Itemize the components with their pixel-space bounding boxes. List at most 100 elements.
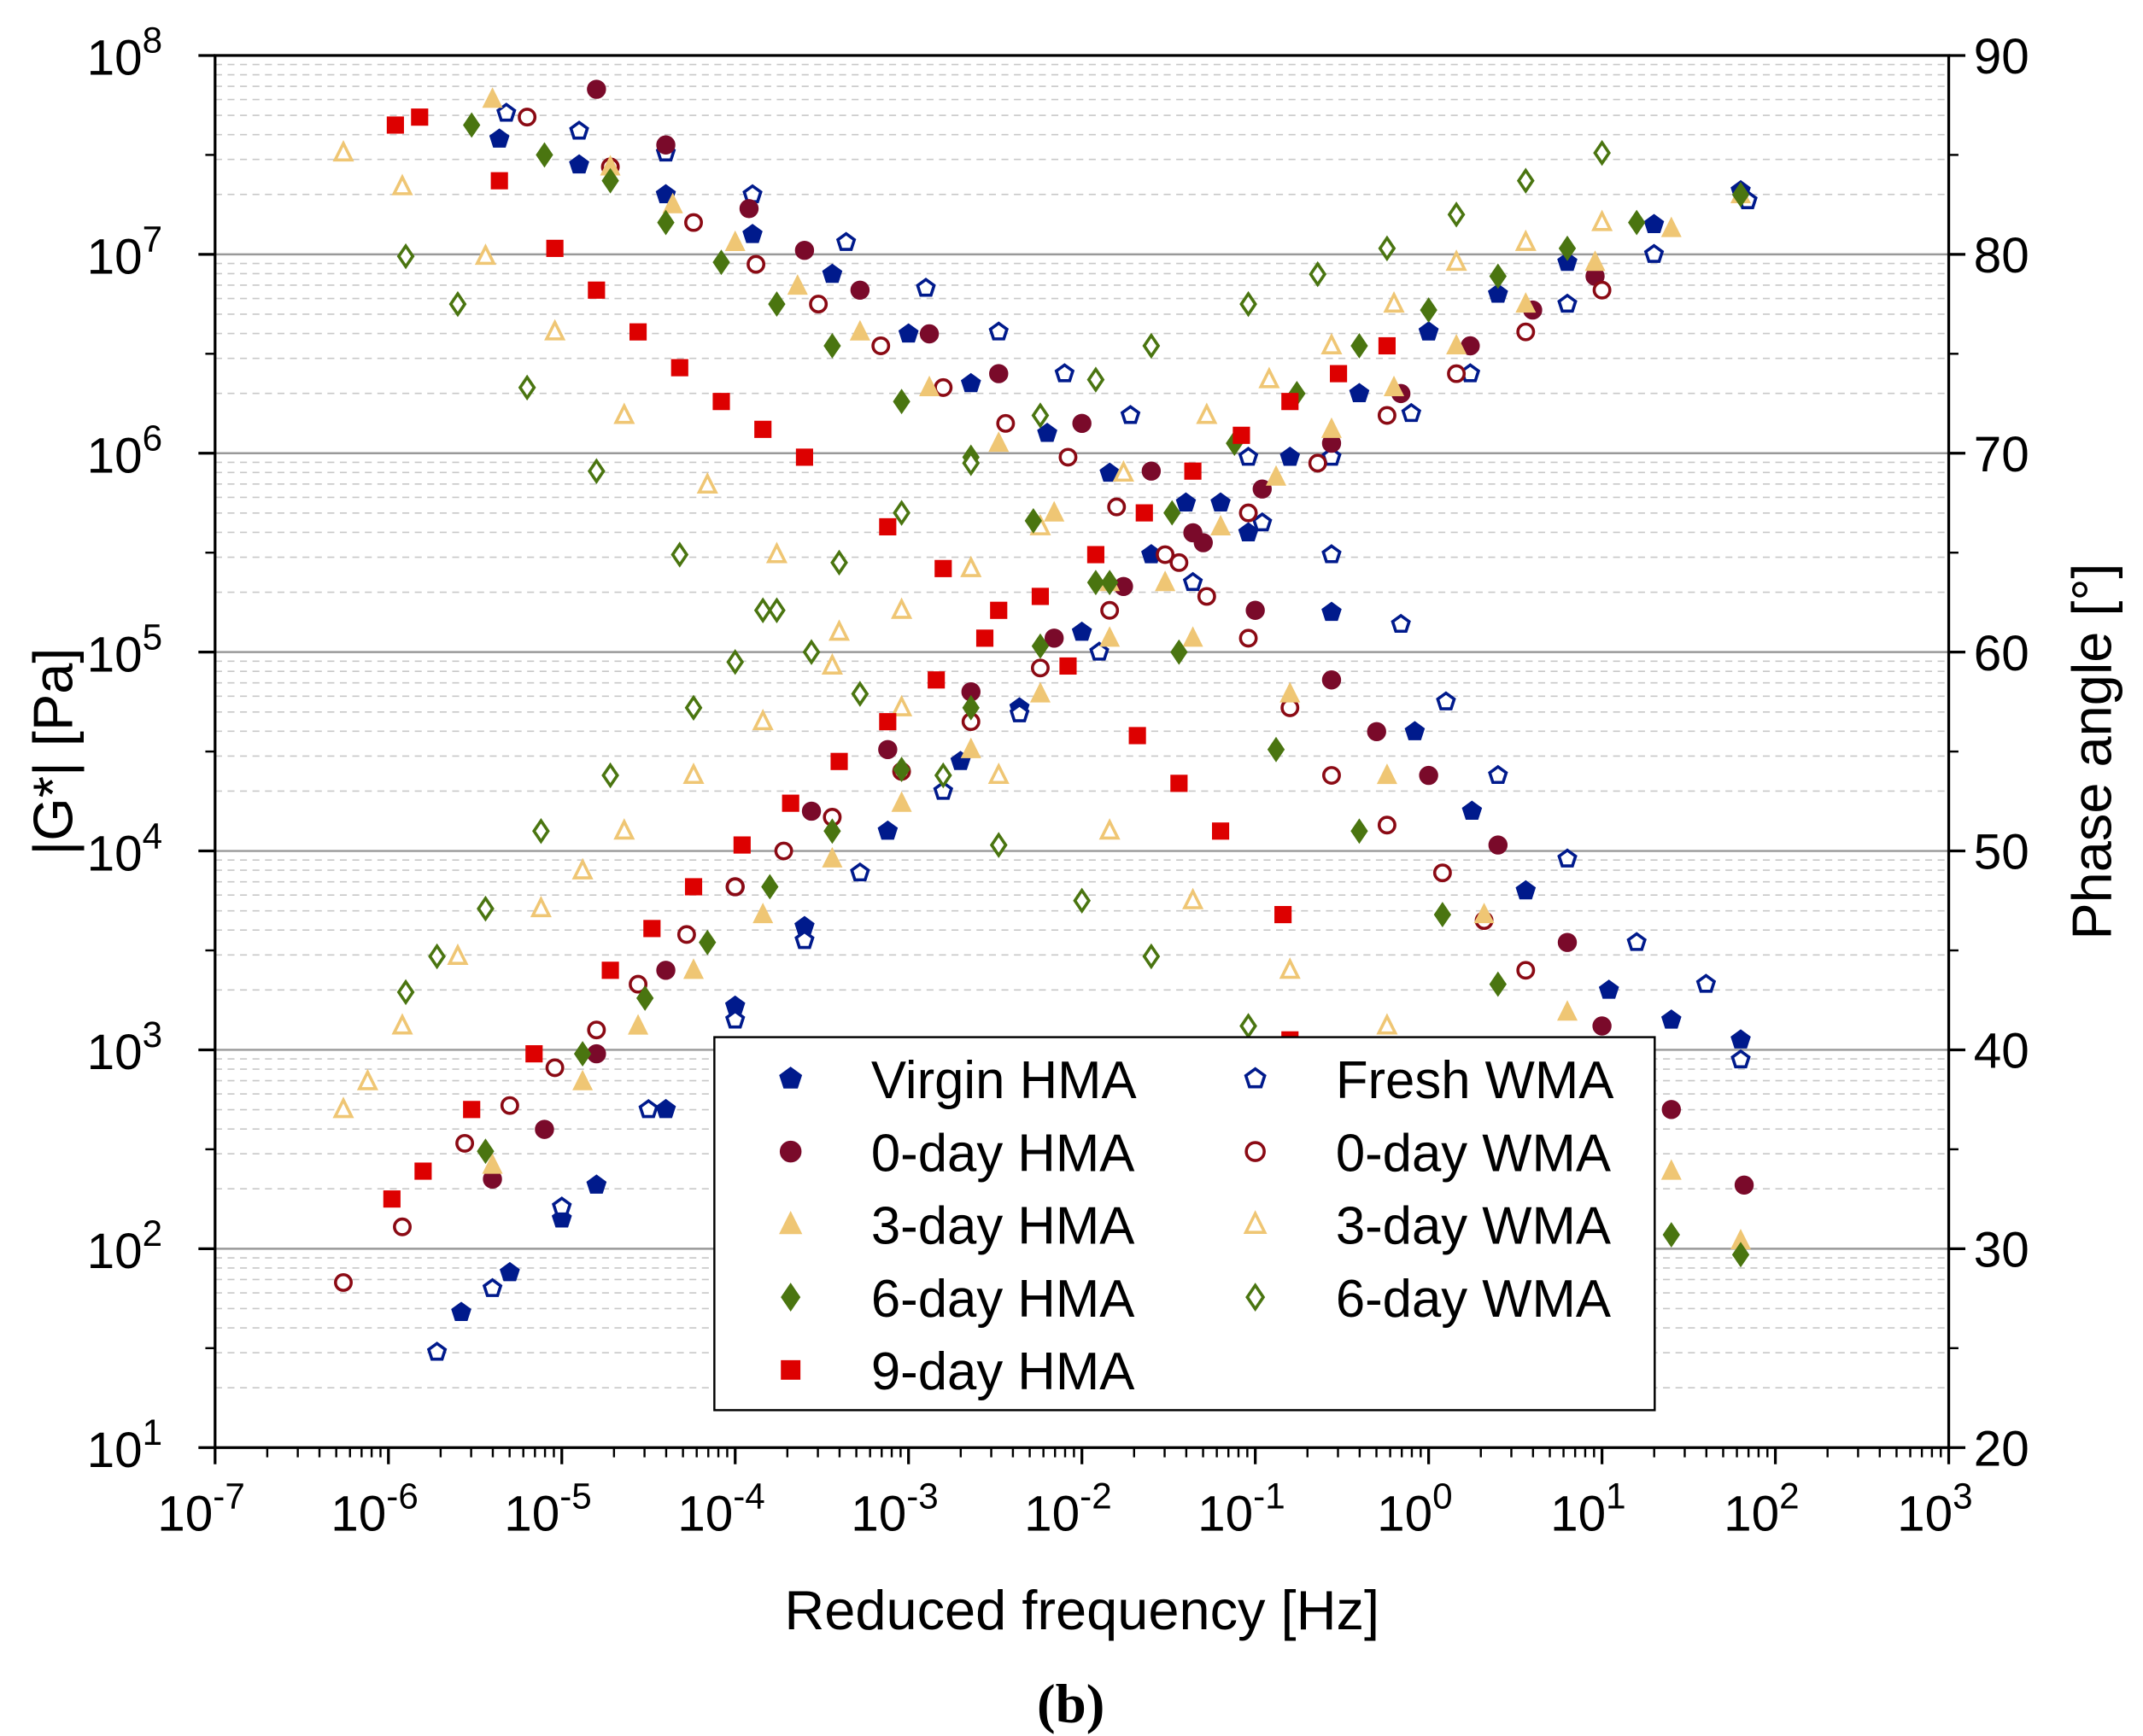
phase-point-3-day-wma	[987, 762, 1010, 785]
x-tick-label: 10-7	[157, 1476, 245, 1542]
modulus-point-fresh-wma	[482, 1277, 503, 1297]
axis-ticks	[198, 54, 1966, 1464]
phase-point-0-day-hma	[656, 135, 676, 155]
phase-point-0-day-hma	[1245, 600, 1265, 620]
phase-point-virgin-hma	[1598, 979, 1619, 999]
modulus-point-0-day-hma	[878, 739, 898, 759]
modulus-point-3-day-wma	[613, 818, 635, 840]
modulus-point-fresh-wma	[1401, 402, 1422, 423]
phase-point-3-day-hma	[1182, 626, 1203, 647]
modulus-point-3-day-wma	[891, 597, 913, 619]
phase-point-fresh-wma	[1054, 363, 1075, 383]
series-9-day-hma	[383, 108, 1396, 1208]
phase-point-0-day-wma	[934, 377, 953, 397]
x-tick-label: 101	[1550, 1476, 1625, 1542]
modulus-point-3-day-hma	[891, 791, 912, 812]
x-tick-label: 10-1	[1197, 1476, 1285, 1542]
modulus-point-virgin-hma	[1071, 621, 1092, 641]
phase-point-0-day-hma	[587, 79, 606, 99]
modulus-point-3-day-wma	[1196, 402, 1218, 424]
modulus-point-9-day-hma	[414, 1162, 432, 1180]
phase-point-0-day-hma	[919, 324, 940, 344]
legend-marker-6-day-wma	[1245, 1283, 1266, 1312]
y2-tick-labels: 20 30 40 50 60 70 80 90	[1974, 29, 2029, 1476]
phase-point-3-day-wma	[391, 173, 413, 196]
modulus-point-6-day-wma	[396, 979, 415, 1006]
legend-marker-3-day-hma	[779, 1210, 803, 1235]
phase-point-3-day-hma	[1044, 500, 1065, 522]
modulus-point-0-day-wma	[1516, 322, 1536, 342]
phase-point-virgin-hma	[960, 372, 981, 393]
phase-point-fresh-wma	[569, 120, 589, 140]
phase-point-0-day-hma	[1141, 461, 1162, 481]
modulus-point-9-day-hma	[928, 671, 946, 689]
modulus-point-3-day-hma	[960, 737, 981, 758]
phase-point-virgin-hma	[489, 128, 510, 148]
modulus-point-9-day-hma	[733, 836, 751, 854]
y2-tick-label: 40	[1974, 1024, 2029, 1079]
modulus-point-3-day-hma	[1320, 417, 1342, 438]
modulus-point-0-day-wma	[676, 925, 696, 944]
legend-label: 6-day HMA	[871, 1270, 1135, 1329]
modulus-point-virgin-hma	[451, 1301, 471, 1321]
modulus-point-9-day-hma	[1330, 365, 1348, 383]
phase-point-9-day-hma	[386, 116, 404, 134]
phase-point-0-day-hma	[850, 280, 870, 300]
phase-point-9-day-hma	[490, 172, 508, 190]
modulus-point-3-day-hma	[682, 958, 705, 979]
modulus-point-9-day-hma	[463, 1101, 481, 1119]
x-tick-label: 10-4	[677, 1476, 765, 1542]
phase-point-6-day-hma	[657, 209, 675, 236]
modulus-point-fresh-wma	[1643, 243, 1665, 263]
legend-label: 0-day HMA	[871, 1124, 1135, 1183]
modulus-point-6-day-hma	[1350, 333, 1368, 359]
y2-tick-label: 80	[1974, 228, 2029, 283]
modulus-point-6-day-wma	[601, 762, 619, 789]
modulus-point-6-day-hma	[962, 694, 980, 721]
modulus-point-virgin-hma	[1643, 213, 1665, 233]
phase-point-0-day-hma	[794, 240, 815, 260]
modulus-point-6-day-wma	[532, 818, 550, 845]
modulus-point-3-day-hma	[1029, 681, 1051, 703]
legend-marker-9-day-hma	[781, 1359, 801, 1380]
phase-point-3-day-hma	[849, 319, 870, 341]
modulus-point-virgin-hma	[1210, 492, 1231, 512]
modulus-point-0-day-wma	[1238, 503, 1258, 523]
modulus-point-9-day-hma	[643, 920, 661, 938]
legend-label: Fresh WMA	[1336, 1051, 1614, 1110]
phase-point-3-day-hma	[1660, 1159, 1682, 1180]
phase-point-0-day-hma	[989, 364, 1009, 383]
modulus-point-fresh-wma	[1182, 571, 1203, 592]
modulus-point-0-day-hma	[1044, 628, 1064, 648]
figure-caption: (b)	[1037, 1674, 1104, 1735]
modulus-point-6-day-hma	[1163, 500, 1181, 526]
modulus-point-0-day-wma	[334, 1272, 353, 1292]
y-tick-label: 104	[87, 815, 162, 881]
modulus-point-fresh-wma	[1557, 293, 1578, 313]
phase-point-0-day-hma	[1193, 533, 1213, 552]
modulus-point-6-day-wma	[1239, 290, 1257, 318]
modulus-point-0-day-wma	[1169, 552, 1189, 572]
phase-point-3-day-wma	[474, 243, 496, 266]
modulus-point-0-day-wma	[1592, 280, 1612, 300]
modulus-point-3-day-hma	[1660, 216, 1682, 237]
modulus-point-6-day-hma	[761, 874, 779, 900]
x-tick-label: 100	[1377, 1476, 1452, 1542]
modulus-point-3-day-hma	[1265, 465, 1287, 486]
modulus-point-0-day-wma	[629, 974, 648, 994]
modulus-point-6-day-hma	[823, 818, 841, 845]
phase-point-fresh-wma	[1557, 848, 1578, 868]
x-tick-label: 103	[1897, 1476, 1973, 1542]
legend-marker-virgin-hma	[779, 1067, 803, 1089]
phase-point-virgin-hma	[1730, 1029, 1751, 1049]
phase-point-6-day-wma	[989, 832, 1008, 858]
y-tick-label: 106	[87, 418, 162, 484]
phase-point-0-day-wma	[1238, 628, 1258, 648]
modulus-point-3-day-wma	[571, 857, 594, 880]
modulus-point-fresh-wma	[933, 780, 954, 800]
phase-point-fresh-wma	[835, 231, 857, 251]
modulus-point-3-day-hma	[1515, 292, 1537, 313]
phase-point-9-day-hma	[1170, 774, 1188, 792]
modulus-point-0-day-hma	[535, 1119, 554, 1139]
modulus-point-0-day-wma	[1100, 600, 1120, 620]
